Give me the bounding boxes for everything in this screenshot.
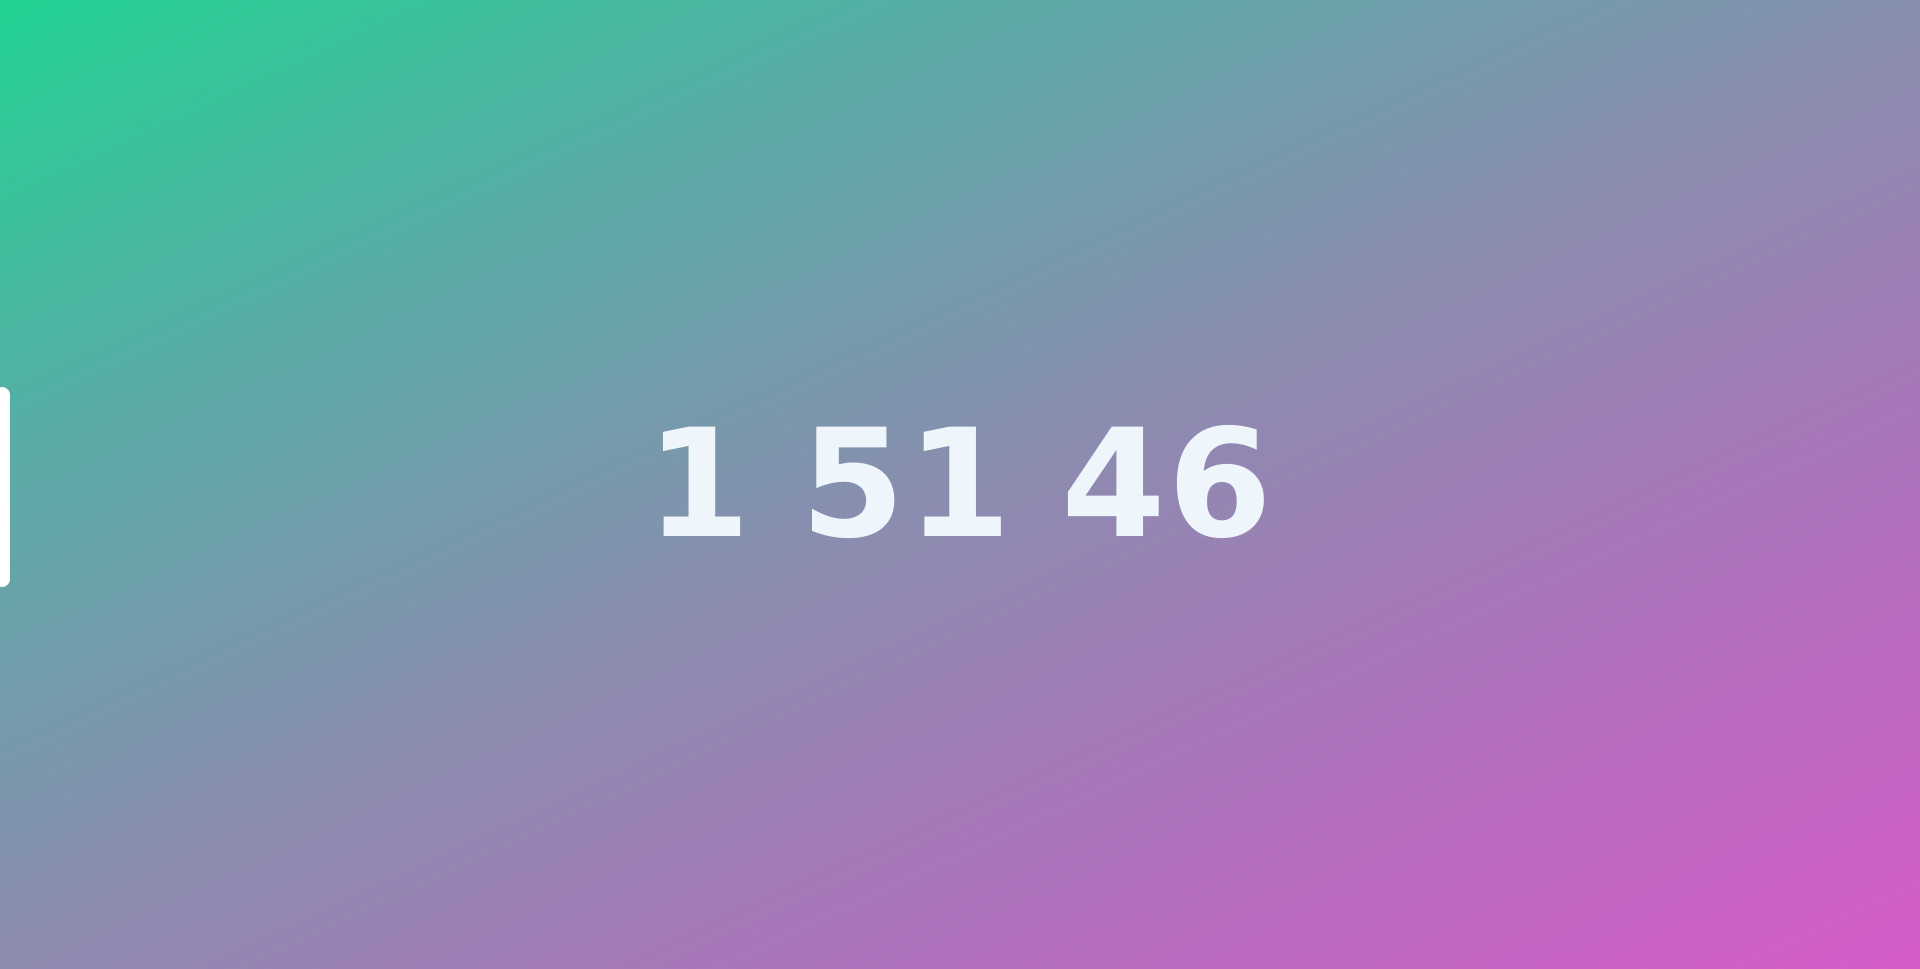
clock-hours: 1 bbox=[646, 397, 753, 572]
clock-time: 1 51 46 bbox=[646, 410, 1274, 560]
clock-seconds: 46 bbox=[1061, 397, 1274, 572]
side-drawer-handle[interactable] bbox=[0, 387, 10, 587]
clock-minutes: 51 bbox=[800, 397, 1014, 572]
